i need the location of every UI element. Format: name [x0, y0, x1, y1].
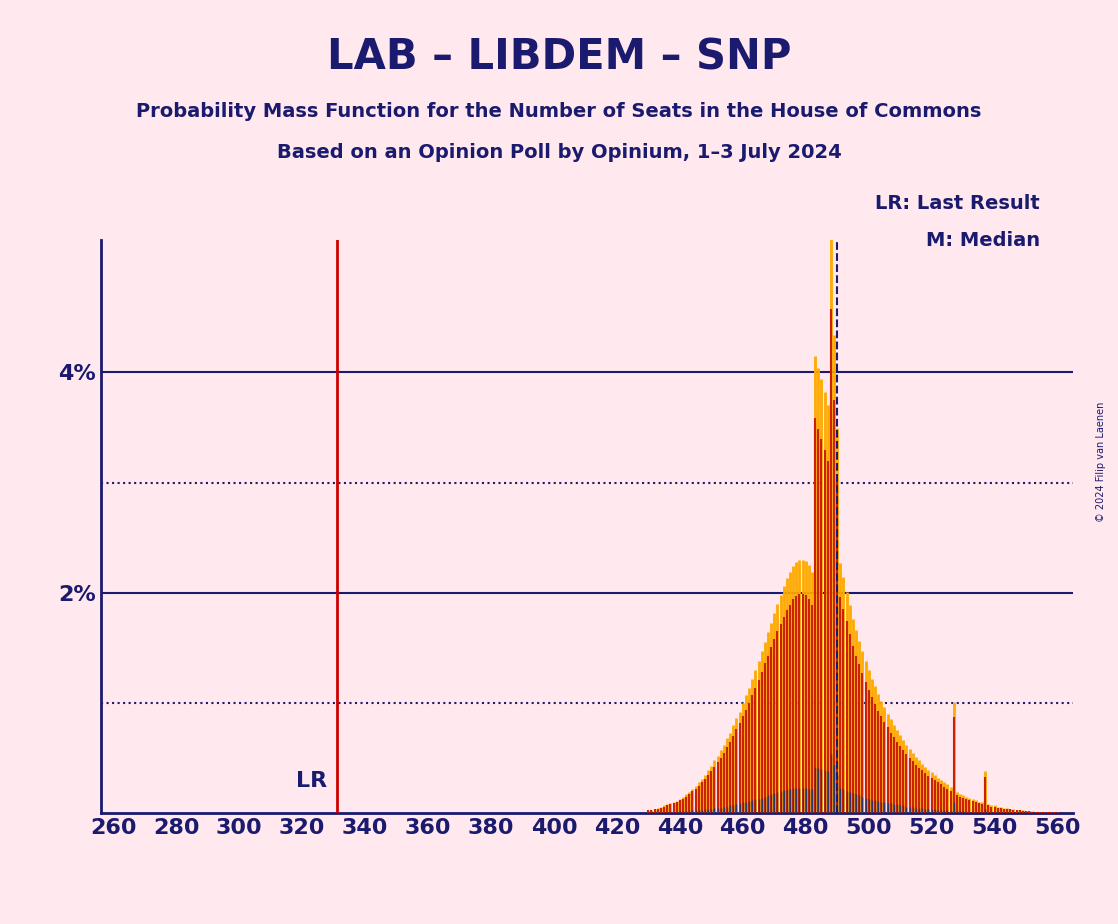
Text: Based on an Opinion Poll by Opinium, 1–3 July 2024: Based on an Opinion Poll by Opinium, 1–3… — [276, 143, 842, 163]
Text: M: Median: M: Median — [926, 231, 1040, 250]
Text: LAB – LIBDEM – SNP: LAB – LIBDEM – SNP — [326, 37, 792, 79]
Text: © 2024 Filip van Laenen: © 2024 Filip van Laenen — [1097, 402, 1106, 522]
Text: LR: LR — [296, 772, 328, 791]
Text: Probability Mass Function for the Number of Seats in the House of Commons: Probability Mass Function for the Number… — [136, 102, 982, 121]
Text: LR: Last Result: LR: Last Result — [875, 194, 1040, 213]
